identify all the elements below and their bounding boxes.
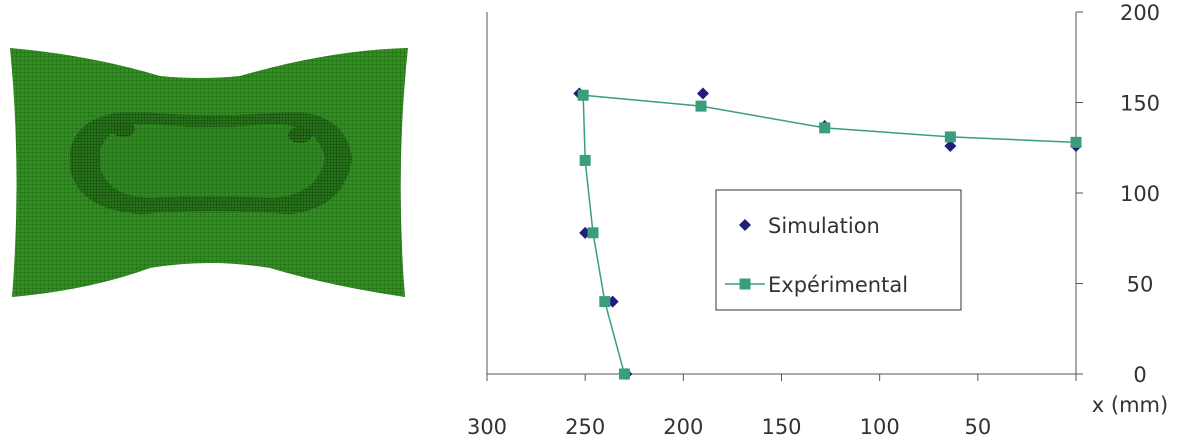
- experimental-point: [1070, 136, 1082, 148]
- simulation-point: [944, 139, 957, 152]
- experimental-point: [599, 296, 611, 308]
- chart-legend: Simulation Expérimental: [715, 189, 962, 311]
- legend-box: [715, 189, 962, 311]
- pocket-corner-feature: [111, 121, 135, 137]
- y-tick-label: 50: [1127, 273, 1154, 297]
- x-tick-label: 100: [860, 415, 900, 439]
- x-tick-label: 300: [467, 415, 507, 439]
- legend-label-simulation: Simulation: [768, 214, 880, 238]
- experimental-point: [579, 154, 591, 166]
- legend-marker-simulation: [739, 219, 751, 231]
- experimental-point: [944, 131, 956, 143]
- experimental-point: [577, 89, 589, 101]
- y-tick-label: 0: [1133, 363, 1146, 387]
- deformed-sheet-mesh-image: [0, 0, 420, 443]
- pocket-corner-feature: [288, 127, 312, 143]
- y-tick-label: 150: [1120, 92, 1160, 116]
- x-tick-label: 250: [565, 415, 605, 439]
- legend-marker-experimental: [739, 278, 751, 290]
- simulation-point: [579, 226, 592, 239]
- experimental-point: [695, 100, 707, 112]
- y-tick-label: 200: [1120, 1, 1160, 25]
- x-tick-label: 200: [663, 415, 703, 439]
- simulation-point: [696, 87, 709, 100]
- chart-series: [573, 87, 1082, 380]
- experimental-point: [819, 122, 831, 134]
- x-tick-label: 150: [761, 415, 801, 439]
- x-axis-label: x (mm): [1092, 393, 1168, 417]
- experimental-point: [618, 368, 630, 380]
- experimental-point: [587, 227, 599, 239]
- x-tick-label: 50: [964, 415, 991, 439]
- simulation-point: [606, 295, 619, 308]
- sheet-pocket: [100, 123, 325, 198]
- y-tick-label: 100: [1120, 182, 1160, 206]
- chart-axes: 300 250 200 150 100 50 x (mm) 0 50 100 150 200: [467, 1, 1168, 439]
- profile-comparison-chart: 300 250 200 150 100 50 x (mm) 0 50 100 150 200 Simu…: [420, 0, 1182, 443]
- legend-label-experimental: Expérimental: [768, 273, 908, 297]
